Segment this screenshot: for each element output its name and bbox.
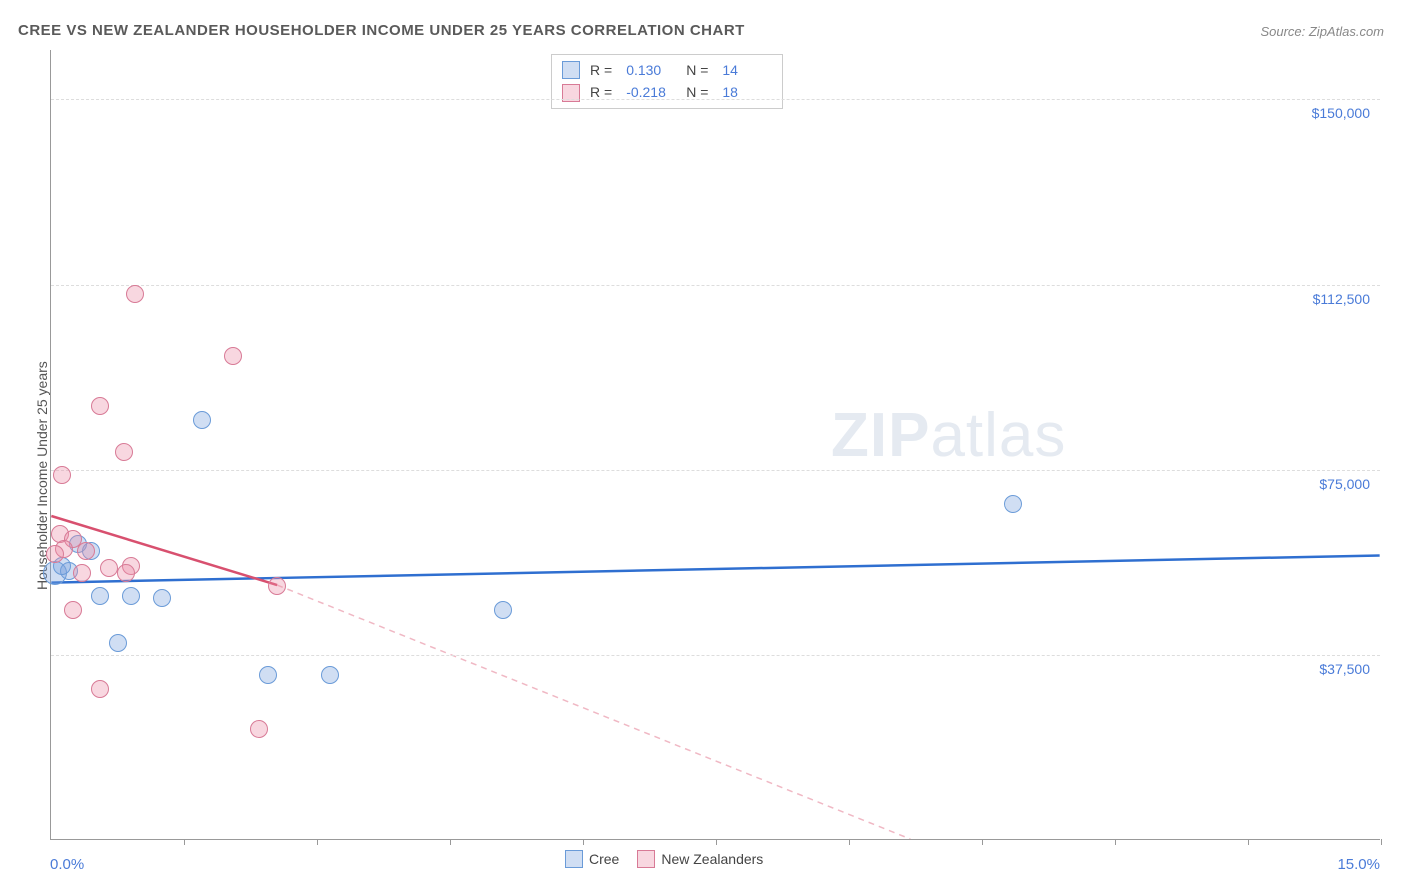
data-point	[1004, 495, 1022, 513]
x-tick	[1248, 839, 1249, 845]
series-name: Cree	[589, 851, 619, 867]
data-point	[91, 397, 109, 415]
data-point	[117, 564, 135, 582]
watermark-bold: ZIP	[831, 401, 930, 470]
chart-container: CREE VS NEW ZEALANDER HOUSEHOLDER INCOME…	[0, 0, 1406, 892]
watermark: ZIPatlas	[831, 400, 1066, 471]
n-value: 14	[722, 59, 772, 81]
data-point	[115, 443, 133, 461]
gridline	[51, 99, 1380, 100]
r-value: -0.218	[626, 81, 676, 103]
gridline	[51, 470, 1380, 471]
y-tick-label: $112,500	[1313, 291, 1370, 307]
x-axis-min-label: 0.0%	[50, 856, 84, 873]
data-point	[250, 720, 268, 738]
data-point	[53, 466, 71, 484]
x-tick	[716, 839, 717, 845]
series-name: New Zealanders	[661, 851, 763, 867]
data-point	[73, 564, 91, 582]
correlation-legend: R = 0.130 N = 14 R = -0.218 N = 18	[551, 54, 783, 109]
x-tick	[849, 839, 850, 845]
legend-swatch	[637, 850, 655, 868]
data-point	[91, 680, 109, 698]
n-label: N =	[686, 81, 708, 103]
data-point	[46, 545, 64, 563]
legend-stats-row: R = -0.218 N = 18	[562, 81, 772, 103]
legend-stats-row: R = 0.130 N = 14	[562, 59, 772, 81]
x-tick	[184, 839, 185, 845]
y-tick-label: $37,500	[1319, 661, 1370, 677]
x-tick	[1381, 839, 1382, 845]
gridline	[51, 655, 1380, 656]
legend-swatch	[565, 850, 583, 868]
gridline	[51, 285, 1380, 286]
data-point	[259, 666, 277, 684]
data-point	[64, 601, 82, 619]
x-tick	[317, 839, 318, 845]
chart-title: CREE VS NEW ZEALANDER HOUSEHOLDER INCOME…	[18, 22, 745, 39]
trend-lines-layer	[51, 50, 1380, 839]
watermark-light: atlas	[930, 401, 1066, 470]
x-axis-max-label: 15.0%	[1337, 856, 1380, 873]
data-point	[321, 666, 339, 684]
data-point	[224, 347, 242, 365]
r-label: R =	[590, 59, 612, 81]
series-legend-item: New Zealanders	[637, 850, 763, 868]
series-legend-item: Cree	[565, 850, 619, 868]
y-tick-label: $150,000	[1312, 105, 1370, 121]
r-label: R =	[590, 81, 612, 103]
data-point	[109, 634, 127, 652]
r-value: 0.130	[626, 59, 676, 81]
data-point	[193, 411, 211, 429]
x-tick	[450, 839, 451, 845]
x-tick	[982, 839, 983, 845]
data-point	[91, 587, 109, 605]
y-tick-label: $75,000	[1319, 476, 1370, 492]
x-tick	[1115, 839, 1116, 845]
data-point	[100, 559, 118, 577]
series-legend: Cree New Zealanders	[565, 850, 763, 868]
data-point	[122, 587, 140, 605]
plot-area: ZIPatlas R = 0.130 N = 14 R = -0.218 N = 18 $37…	[50, 50, 1380, 840]
data-point	[268, 577, 286, 595]
n-value: 18	[722, 81, 772, 103]
legend-swatch	[562, 61, 580, 79]
data-point	[494, 601, 512, 619]
data-point	[77, 542, 95, 560]
x-tick	[583, 839, 584, 845]
data-point	[153, 589, 171, 607]
source-attribution: Source: ZipAtlas.com	[1260, 24, 1384, 39]
data-point	[126, 285, 144, 303]
n-label: N =	[686, 59, 708, 81]
